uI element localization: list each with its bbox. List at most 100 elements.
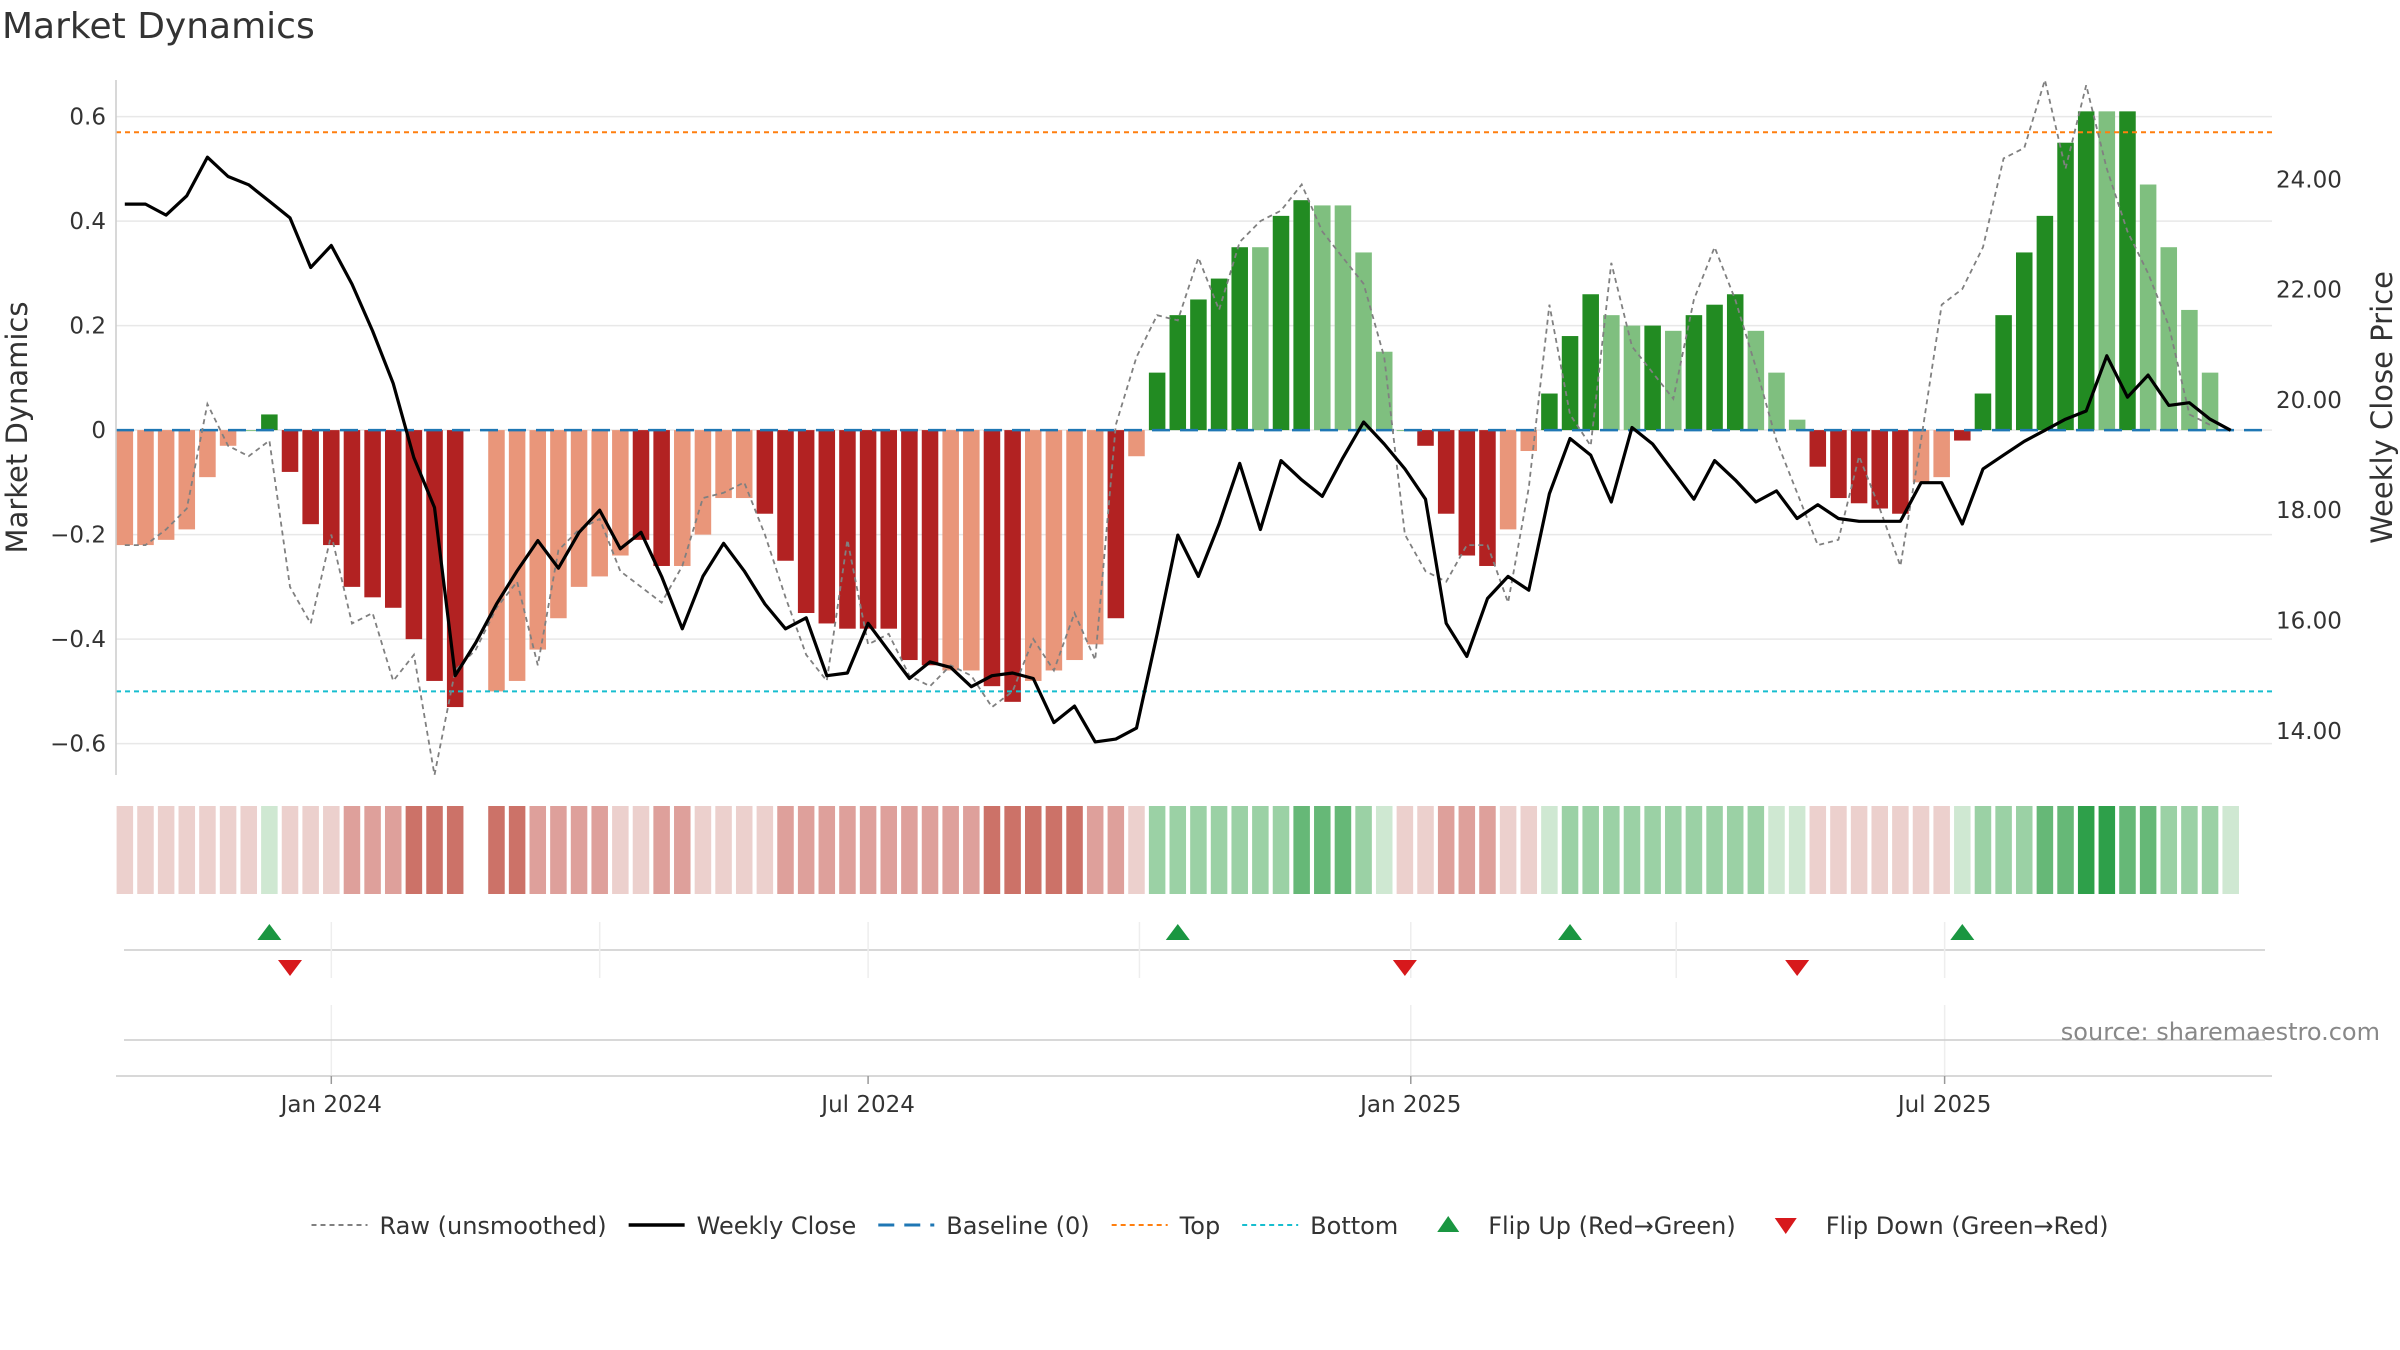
- regime-cell: [942, 806, 959, 894]
- dynamics-bar: [281, 430, 299, 472]
- regime-cell: [694, 806, 712, 894]
- dynamics-bar: [343, 430, 361, 587]
- regime-cell: [323, 806, 340, 894]
- dynamics-bar: [1706, 304, 1723, 431]
- regime-cell: [653, 806, 670, 894]
- regime-cell: [880, 806, 897, 894]
- dynamics-bar: [1375, 351, 1393, 431]
- dynamics-bar: [1148, 372, 1166, 431]
- dynamics-bar: [818, 430, 836, 624]
- dynamics-bar: [1644, 325, 1661, 431]
- regime-cell: [1995, 806, 2012, 894]
- y-tick-label: −0.4: [50, 627, 106, 653]
- legend-label: Flip Down (Green→Red): [1826, 1212, 2109, 1240]
- dynamics-bar: [880, 430, 897, 629]
- dynamics-bar: [508, 430, 526, 681]
- regime-cell: [1148, 806, 1166, 894]
- regime-cell: [219, 806, 237, 894]
- dynamics-bar: [2139, 184, 2157, 431]
- flip-up-marker: [1950, 924, 1975, 940]
- regime-cell: [1561, 806, 1579, 894]
- dynamics-bar: [364, 430, 381, 598]
- regime-cell: [2119, 806, 2136, 894]
- dynamics-bar: [1437, 430, 1455, 514]
- regime-cell: [1520, 806, 1538, 894]
- dynamics-bar: [942, 430, 959, 671]
- regime-cell: [1355, 806, 1372, 894]
- dynamics-bar: [1025, 430, 1042, 681]
- dynamics-bar: [2077, 111, 2095, 431]
- regime-cell: [1788, 806, 1806, 894]
- regime-cell: [1954, 806, 1971, 894]
- dynamics-bar: [1499, 430, 1517, 530]
- dynamics-bar: [1541, 393, 1558, 431]
- flip-up-marker: [257, 924, 282, 940]
- regime-cell: [1314, 806, 1331, 894]
- dynamics-bar: [591, 430, 608, 577]
- regime-cell: [674, 806, 691, 894]
- dynamics-bar: [302, 430, 319, 525]
- dynamics-bar: [2057, 142, 2074, 431]
- dynamics-bar: [178, 430, 196, 530]
- regime-cell: [426, 806, 443, 894]
- legend-label: Weekly Close: [697, 1212, 857, 1240]
- regime-cell: [2098, 806, 2116, 894]
- regime-cell: [1210, 806, 1228, 894]
- dynamics-bar: [1974, 393, 1992, 431]
- regime-cell: [488, 806, 505, 894]
- dynamics-bar: [1128, 430, 1145, 457]
- dynamics-bar: [1995, 315, 2012, 431]
- weekly-close-line: [124, 155, 2232, 744]
- legend-swatch-flip-up: [1437, 1216, 1460, 1232]
- dynamics-bar: [1768, 372, 1785, 431]
- legend-swatch-flip-down: [1774, 1218, 1797, 1234]
- regime-cell: [2222, 806, 2239, 894]
- y-tick-label: −0.6: [50, 732, 106, 758]
- y2-tick-label: 16.00: [2276, 609, 2342, 635]
- regime-cell: [963, 806, 980, 894]
- regime-cell: [983, 806, 1001, 894]
- regime-cell: [2077, 806, 2095, 894]
- regime-cell: [777, 806, 794, 894]
- dynamics-bar: [1892, 430, 1909, 514]
- regime-cell: [1107, 806, 1125, 894]
- regime-cell: [1479, 806, 1496, 894]
- regime-cell: [1726, 806, 1744, 894]
- dynamics-bar: [1314, 205, 1331, 431]
- y2-tick-label: 24.00: [2276, 167, 2342, 193]
- regime-cell: [1912, 806, 1930, 894]
- regime-cell: [797, 806, 815, 894]
- dynamics-bar: [1169, 315, 1187, 431]
- regime-cell: [405, 806, 423, 894]
- dynamics-bar: [1334, 205, 1352, 431]
- dynamics-bar: [694, 430, 712, 535]
- legend: Raw (unsmoothed) Weekly Close Baseline (0)…: [311, 1212, 2109, 1240]
- dynamics-bar: [1458, 430, 1476, 556]
- regime-cell: [2201, 806, 2219, 894]
- legend-label: Top: [1179, 1212, 1221, 1240]
- dynamics-bar: [1665, 330, 1682, 431]
- regime-cell: [446, 806, 464, 894]
- dynamics-bar: [426, 430, 443, 681]
- dynamics-bar: [240, 430, 257, 432]
- regime-cell: [529, 806, 547, 894]
- regime-cell: [1892, 806, 1909, 894]
- legend-item-raw: Raw (unsmoothed): [311, 1212, 607, 1240]
- dynamics-bar: [1809, 430, 1827, 467]
- regime-cell: [1272, 806, 1290, 894]
- regime-cell: [715, 806, 732, 894]
- regime-cell: [1334, 806, 1352, 894]
- regime-cell: [1830, 806, 1847, 894]
- dynamics-bar: [1190, 299, 1207, 431]
- regime-cell: [1685, 806, 1703, 894]
- bars-layer: [116, 111, 2219, 708]
- regime-strip: [116, 806, 2239, 894]
- dynamics-bar: [1231, 247, 1248, 431]
- regime-cell: [1871, 806, 1888, 894]
- flip-down-marker: [278, 960, 303, 976]
- regime-cell: [570, 806, 588, 894]
- dynamics-bar: [2036, 215, 2054, 431]
- dynamics-bar: [550, 430, 567, 619]
- legend-item-close: Weekly Close: [628, 1212, 857, 1240]
- flip-down-marker: [1392, 960, 1417, 976]
